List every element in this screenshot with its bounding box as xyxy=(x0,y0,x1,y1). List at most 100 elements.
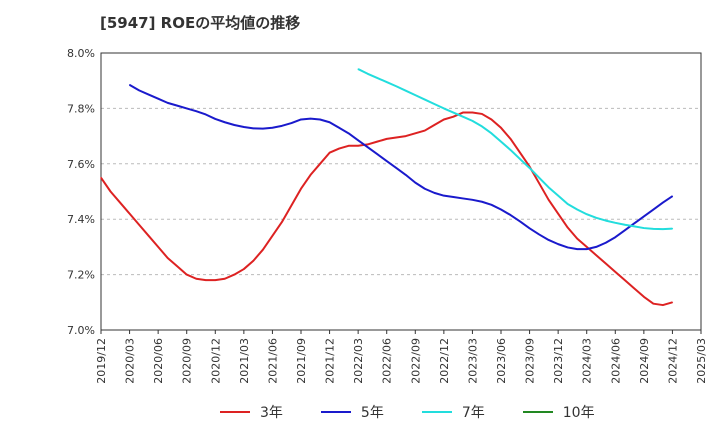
data-point xyxy=(443,107,445,109)
y-tick-labels: 7.0% 7.2% 7.4% 7.6% 7.8% 8.0% xyxy=(67,47,95,337)
data-point xyxy=(281,221,283,223)
x-tick-label: 2024/12 xyxy=(666,338,679,384)
data-point xyxy=(433,103,435,105)
data-point xyxy=(500,208,502,211)
data-point xyxy=(548,186,550,188)
legend-label: 3年 xyxy=(260,405,283,421)
data-point xyxy=(652,303,654,305)
x-tick-label: 2021/09 xyxy=(295,338,308,384)
data-point xyxy=(567,246,569,249)
data-point xyxy=(595,246,597,248)
data-point xyxy=(405,90,407,92)
data-point xyxy=(624,279,626,281)
data-point xyxy=(662,201,664,204)
y-tick-label: 7.6% xyxy=(67,158,95,171)
data-point xyxy=(595,254,597,256)
legend: 3年 5年 7年 10年 xyxy=(220,402,595,422)
data-point xyxy=(243,126,245,128)
legend-label: 7年 xyxy=(461,405,485,421)
chart-title: [5947] ROEの平均値の推移 xyxy=(100,14,301,32)
data-point xyxy=(471,199,474,201)
data-point xyxy=(414,132,416,134)
series-line-0 xyxy=(100,111,673,307)
series-line-2 xyxy=(357,68,673,231)
data-point xyxy=(567,203,569,205)
data-point xyxy=(433,192,435,194)
data-point xyxy=(138,224,140,226)
x-tick-label: 2020/12 xyxy=(209,338,222,384)
x-tick-label: 2020/09 xyxy=(181,338,194,384)
y-tick-label: 7.8% xyxy=(67,102,95,115)
data-point xyxy=(224,278,226,280)
data-point xyxy=(605,262,607,265)
data-point xyxy=(576,208,578,211)
legend-label: 10年 xyxy=(562,405,595,421)
data-point xyxy=(367,73,369,75)
legend-item: 5年 xyxy=(320,402,384,422)
legend-swatch xyxy=(320,411,351,413)
data-point xyxy=(671,301,674,303)
data-point xyxy=(462,116,464,118)
data-point xyxy=(595,217,597,219)
data-point xyxy=(605,219,607,222)
data-point xyxy=(233,274,235,276)
data-point xyxy=(376,141,378,143)
data-point xyxy=(519,220,521,223)
data-point xyxy=(662,304,664,306)
data-point xyxy=(538,233,540,236)
data-point xyxy=(481,125,483,127)
data-point xyxy=(471,111,474,114)
x-tick-label: 2022/09 xyxy=(409,338,422,384)
data-point xyxy=(614,271,616,273)
data-point xyxy=(186,107,188,109)
data-point xyxy=(109,190,112,193)
data-point xyxy=(481,201,483,203)
data-point xyxy=(471,120,474,122)
y-tick-label: 7.4% xyxy=(67,213,95,226)
data-point xyxy=(138,89,140,91)
data-point xyxy=(309,118,312,120)
data-point xyxy=(252,127,254,129)
data-point xyxy=(395,85,397,87)
data-point xyxy=(490,118,493,121)
data-point xyxy=(557,243,559,245)
data-point xyxy=(195,110,197,112)
data-point xyxy=(281,125,283,127)
data-point xyxy=(348,132,350,134)
data-point xyxy=(119,201,121,204)
data-point xyxy=(414,94,416,96)
data-point xyxy=(309,174,312,176)
x-tick-label: 2024/03 xyxy=(581,338,594,384)
data-point xyxy=(328,121,331,123)
data-point xyxy=(528,227,531,229)
data-point xyxy=(576,248,578,250)
data-point xyxy=(500,127,502,129)
data-point xyxy=(148,235,150,237)
data-point xyxy=(386,81,388,83)
data-point xyxy=(205,113,207,116)
x-tick-label: 2020/06 xyxy=(152,338,165,384)
data-point xyxy=(662,228,664,230)
data-point xyxy=(443,195,445,197)
data-point xyxy=(443,118,445,121)
x-tick-labels: 2019/12 2020/03 2020/06 2020/09 2020/12 2021/… xyxy=(95,338,708,384)
data-point xyxy=(605,242,607,244)
data-point xyxy=(424,188,426,190)
data-point xyxy=(290,122,293,124)
data-point xyxy=(100,177,102,179)
x-tick-label: 2024/06 xyxy=(609,338,622,384)
data-point xyxy=(614,222,616,224)
legend-swatch xyxy=(220,411,250,413)
data-point xyxy=(367,146,369,148)
data-point xyxy=(481,113,483,115)
data-point xyxy=(567,226,569,229)
data-point xyxy=(300,188,302,190)
data-point xyxy=(643,227,645,229)
data-point xyxy=(624,224,626,226)
data-point xyxy=(509,214,512,216)
data-point xyxy=(300,118,302,121)
x-tick-label: 2022/06 xyxy=(381,338,394,384)
axes xyxy=(100,52,702,334)
x-tick-label: 2024/09 xyxy=(638,338,651,384)
